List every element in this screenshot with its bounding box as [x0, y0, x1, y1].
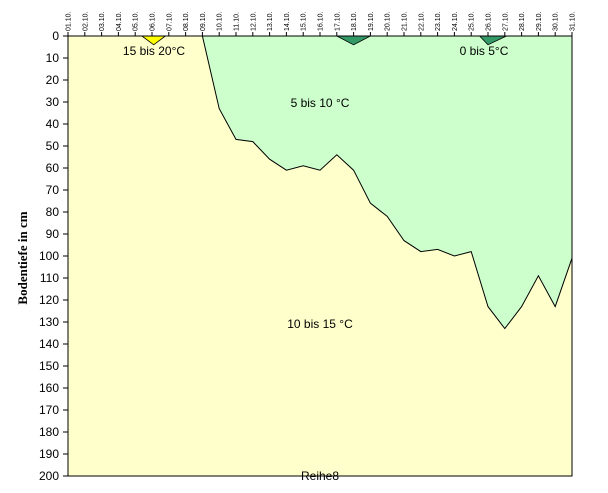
x-tick-label: 07.10. — [166, 11, 173, 31]
zone-label-5-10: 5 bis 10 °C — [291, 96, 350, 110]
x-tick-label: 11.10. — [234, 12, 241, 31]
y-tick-label: 10 — [46, 51, 60, 65]
x-tick-label: 30.10. — [553, 11, 560, 31]
x-axis: 01.10. 02.10. 03.10. 04.10. 05.10. 06.10. 07.1… — [66, 11, 577, 36]
x-tick-label: 27.10. — [502, 11, 509, 31]
y-tick-label: 120 — [39, 293, 59, 307]
x-tick-label: 26.10. — [486, 11, 493, 31]
y-tick-label: 70 — [46, 183, 60, 197]
y-tick-label: 160 — [39, 381, 59, 395]
y-tick-label: 140 — [39, 337, 59, 351]
x-tick-label: 09.10. — [200, 11, 207, 31]
y-tick-label: 180 — [39, 425, 59, 439]
x-tick-label: 29.10. — [536, 11, 543, 31]
x-tick-label: 25.10. — [469, 11, 476, 31]
y-tick-label: 50 — [46, 139, 60, 153]
zone-label-15-20: 15 bis 20°C — [123, 44, 186, 58]
y-axis-title: Bodentiefe in cm — [15, 211, 30, 304]
y-tick-label: 80 — [46, 205, 60, 219]
x-tick-label: 14.10. — [284, 11, 291, 31]
x-tick-label: 18.10. — [351, 11, 358, 31]
x-tick-label: 05.10. — [133, 11, 140, 31]
x-tick-label: 13.10. — [267, 11, 274, 31]
x-tick-label: 20.10. — [385, 11, 392, 31]
x-tick-label: 23.10. — [435, 11, 442, 31]
y-tick-label: 190 — [39, 447, 59, 461]
x-tick-label: 21.10. — [402, 11, 409, 31]
y-tick-label: 170 — [39, 403, 59, 417]
x-tick-label: 06.10. — [150, 11, 157, 31]
x-tick-label: 31.10. — [570, 11, 577, 31]
y-tick-label: 90 — [46, 227, 60, 241]
zone-area-5-10 — [68, 36, 572, 329]
x-tick-label: 24.10. — [452, 11, 459, 31]
y-tick-label: 100 — [39, 249, 59, 263]
y-tick-label: 40 — [46, 117, 60, 131]
y-tick-label: 60 — [46, 161, 60, 175]
y-tick-label: 30 — [46, 95, 60, 109]
y-tick-label: 0 — [52, 29, 59, 43]
plot-layer — [67, 35, 573, 477]
x-tick-label: 28.10. — [519, 11, 526, 31]
zone-label-0-5: 0 bis 5°C — [460, 44, 509, 58]
x-tick-label: 02.10. — [82, 11, 89, 31]
x-tick-label: 16.10. — [318, 11, 325, 31]
x-tick-label: 01.10. — [66, 11, 73, 31]
y-tick-label: 110 — [40, 271, 59, 285]
x-tick-label: 17.10. — [334, 11, 341, 31]
y-tick-label: 150 — [39, 359, 59, 373]
x-tick-label: 19.10. — [368, 11, 375, 31]
series-name-label: Reihe8 — [301, 469, 339, 483]
zone-label-10-15: 10 bis 15 °C — [287, 317, 353, 331]
x-tick-label: 10.10. — [217, 11, 224, 31]
y-tick-label: 20 — [46, 73, 60, 87]
x-tick-label: 04.10. — [116, 11, 123, 31]
x-tick-label: 15.10. — [301, 11, 308, 31]
x-tick-label: 03.10. — [99, 11, 106, 31]
x-tick-label: 08.10. — [183, 11, 190, 31]
y-axis: 0 10 20 30 40 50 60 70 80 90 100 110 120 130 140 150 160… — [39, 29, 68, 483]
y-tick-label: 130 — [39, 315, 59, 329]
x-tick-label: 12.10. — [250, 11, 257, 31]
x-tick-label: 22.10. — [418, 11, 425, 31]
y-tick-label: 200 — [39, 469, 59, 483]
